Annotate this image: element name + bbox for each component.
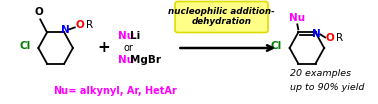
Text: Cl: Cl: [19, 41, 31, 51]
Text: Cl: Cl: [271, 41, 282, 51]
FancyBboxPatch shape: [175, 1, 268, 32]
Text: dehydration: dehydration: [192, 17, 251, 27]
Text: Li: Li: [130, 31, 141, 41]
Text: 20 examples: 20 examples: [290, 69, 351, 79]
Text: Nu: Nu: [53, 86, 68, 96]
Text: R: R: [336, 33, 343, 43]
Text: Nu: Nu: [118, 31, 134, 41]
Text: MgBr: MgBr: [130, 55, 161, 65]
Text: O: O: [325, 33, 334, 43]
Text: nucleophilic addition-: nucleophilic addition-: [168, 6, 275, 15]
Text: = alkynyl, Ar, HetAr: = alkynyl, Ar, HetAr: [65, 86, 177, 96]
Text: Nu: Nu: [118, 55, 134, 65]
Text: R: R: [86, 20, 93, 30]
Text: O: O: [75, 20, 84, 30]
Text: Nu: Nu: [289, 13, 305, 23]
Text: +: +: [97, 40, 110, 54]
Text: N: N: [61, 25, 70, 35]
Text: N: N: [312, 29, 321, 39]
Text: O: O: [35, 7, 44, 17]
Text: or: or: [124, 43, 133, 53]
Text: up to 90% yield: up to 90% yield: [290, 82, 364, 92]
